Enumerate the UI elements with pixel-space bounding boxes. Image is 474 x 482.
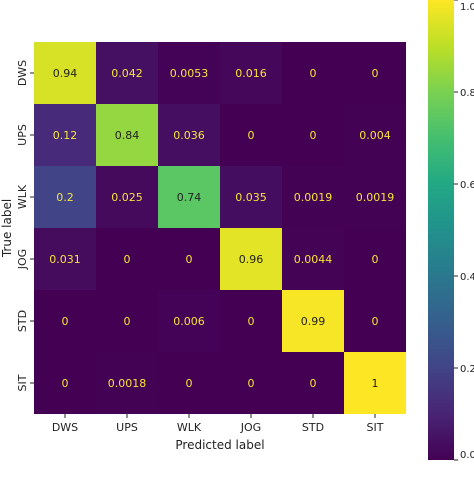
heatmap-cell-ups-ups [96, 104, 158, 166]
heatmap-cell-ups-std [282, 104, 344, 166]
cell-value-label: 0.042 [111, 67, 143, 80]
cell-value-label: 0.0053 [170, 67, 209, 80]
cell-value-label: 0 [186, 377, 193, 390]
cell-value-label: 0 [124, 253, 131, 266]
cell-value-label: 0.0019 [294, 191, 333, 204]
cell-value-label: 0 [62, 315, 69, 328]
cell-value-label: 0.0018 [108, 377, 147, 390]
heatmap-cell-dws-sit [344, 42, 406, 104]
cell-value-label: 0.12 [53, 129, 78, 142]
y-tick-label: DWS [16, 60, 29, 86]
cell-value-label: 0.006 [173, 315, 205, 328]
heatmap-cell-std-std [282, 290, 344, 352]
heatmap-cell-std-jog [220, 290, 282, 352]
cell-value-label: 0 [124, 315, 131, 328]
cell-value-label: 0.025 [111, 191, 143, 204]
colorbar-tick-label: 0.0 [460, 450, 474, 461]
heatmap-cell-sit-wlk [158, 352, 220, 414]
cell-value-label: 0 [372, 67, 379, 80]
heatmap-cell-jog-wlk [158, 228, 220, 290]
colorbar-tick-label: 0.8 [460, 88, 474, 99]
heatmap-cell-jog-dws [34, 228, 96, 290]
cell-value-label: 0.96 [239, 253, 264, 266]
heatmap-cell-wlk-std [282, 166, 344, 228]
x-tick-label: WLK [177, 421, 202, 434]
heatmap-cell-sit-sit [344, 352, 406, 414]
heatmap-cell-std-wlk [158, 290, 220, 352]
heatmap-cell-dws-wlk [158, 42, 220, 104]
heatmap-cell-std-sit [344, 290, 406, 352]
heatmap-cell-ups-dws [34, 104, 96, 166]
x-axis-label: Predicted label [175, 438, 264, 452]
heatmap-cell-wlk-ups [96, 166, 158, 228]
cell-value-label: 0 [310, 129, 317, 142]
y-tick-label: SIT [16, 374, 29, 391]
heatmap-cell-sit-ups [96, 352, 158, 414]
cell-value-label: 0.0019 [356, 191, 395, 204]
heatmap-cell-jog-jog [220, 228, 282, 290]
cell-value-label: 0 [310, 67, 317, 80]
heatmap-cell-std-ups [96, 290, 158, 352]
colorbar [428, 0, 454, 460]
x-tick-label: JOG [240, 421, 261, 434]
heatmap-cell-sit-dws [34, 352, 96, 414]
heatmap-cell-jog-std [282, 228, 344, 290]
heatmap-cell-dws-std [282, 42, 344, 104]
cell-value-label: 0 [62, 377, 69, 390]
heatmap-cell-wlk-dws [34, 166, 96, 228]
cell-value-label: 0.99 [301, 315, 326, 328]
y-axis-label: True label [0, 199, 14, 258]
colorbar-tick-label: 1.0 [460, 2, 474, 13]
cell-value-label: 0 [248, 129, 255, 142]
y-tick-label: UPS [16, 124, 29, 146]
x-tick-label: DWS [52, 421, 78, 434]
heatmap-cell-wlk-sit [344, 166, 406, 228]
cell-value-label: 0 [248, 377, 255, 390]
cell-value-label: 0.2 [56, 191, 74, 204]
colorbar-tick-label: 0.6 [460, 180, 474, 191]
cell-value-label: 0 [248, 315, 255, 328]
heatmap-cell-ups-sit [344, 104, 406, 166]
y-tick-label: JOG [16, 249, 29, 270]
colorbar-tick-label: 0.2 [460, 364, 474, 375]
cell-value-label: 0.94 [53, 67, 78, 80]
x-tick-label: UPS [116, 421, 138, 434]
cell-value-label: 0 [372, 315, 379, 328]
cell-value-label: 0.035 [235, 191, 267, 204]
y-tick-label: STD [16, 310, 29, 332]
heatmap-cell-jog-ups [96, 228, 158, 290]
heatmap-cell-sit-std [282, 352, 344, 414]
heatmap-cell-jog-sit [344, 228, 406, 290]
y-tick-label: WLK [16, 184, 29, 209]
cell-value-label: 0.004 [359, 129, 391, 142]
cell-value-label: 0 [372, 253, 379, 266]
cell-value-label: 0.0044 [294, 253, 333, 266]
heatmap-cell-dws-ups [96, 42, 158, 104]
cell-value-label: 1 [372, 377, 379, 390]
cell-value-label: 0.036 [173, 129, 205, 142]
cell-value-label: 0.031 [49, 253, 81, 266]
heatmap-cell-dws-jog [220, 42, 282, 104]
cell-value-label: 0.016 [235, 67, 267, 80]
cell-value-label: 0.84 [115, 129, 140, 142]
cell-value-label: 0.74 [177, 191, 202, 204]
heatmap-cell-ups-wlk [158, 104, 220, 166]
heatmap-cell-dws-dws [34, 42, 96, 104]
x-tick-label: SIT [367, 421, 384, 434]
cell-value-label: 0 [186, 253, 193, 266]
heatmap-cell-ups-jog [220, 104, 282, 166]
heatmap-cell-wlk-jog [220, 166, 282, 228]
colorbar-tick-label: 0.4 [460, 272, 474, 283]
heatmap-cell-std-dws [34, 290, 96, 352]
heatmap-cell-wlk-wlk [158, 166, 220, 228]
x-tick-label: STD [302, 421, 324, 434]
cell-value-label: 0 [310, 377, 317, 390]
heatmap-cell-sit-jog [220, 352, 282, 414]
